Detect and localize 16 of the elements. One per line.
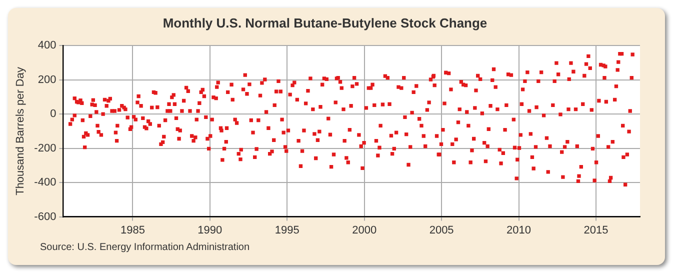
x-tick-label: 1985 <box>120 224 145 236</box>
y-tick-label: -600 <box>34 210 56 223</box>
y-tick-label: -200 <box>34 142 56 154</box>
y-tick-label: 400 <box>38 40 56 52</box>
source-note: Source: U.S. Energy Information Administration <box>40 242 251 253</box>
y-axis-title: Thousand Barrels per Day <box>14 66 27 196</box>
y-tick-label: 200 <box>38 74 56 86</box>
x-tick-label: 2005 <box>429 224 454 236</box>
x-tick-label: 2015 <box>584 224 608 236</box>
x-tick-label: 2010 <box>506 224 532 236</box>
x-tick-label: 1995 <box>274 224 300 236</box>
y-tick-label: -400 <box>34 176 56 189</box>
x-tick-label: 1990 <box>198 224 222 236</box>
x-tick-label: 2000 <box>352 224 377 236</box>
chart-title: Monthly U.S. Normal Butane-Butylene Stock Change <box>162 15 488 30</box>
y-tick-label: 0 <box>50 108 56 120</box>
